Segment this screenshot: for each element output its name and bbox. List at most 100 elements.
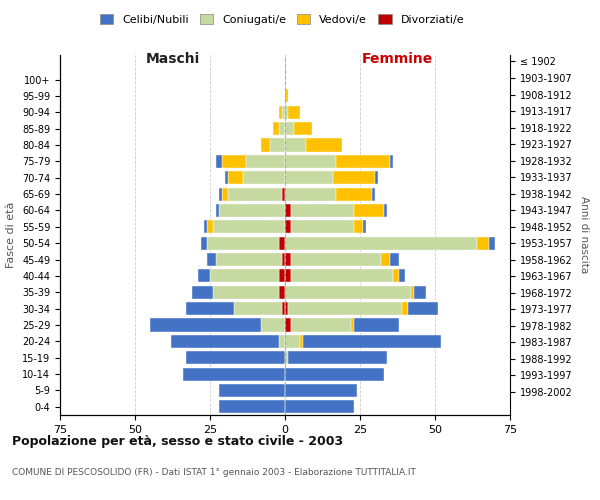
Text: Popolazione per età, sesso e stato civile - 2003: Popolazione per età, sesso e stato civil… bbox=[12, 435, 343, 448]
Bar bbox=[219, 204, 285, 217]
Bar bbox=[192, 286, 213, 299]
Bar bbox=[198, 270, 210, 282]
Bar bbox=[285, 253, 291, 266]
Bar bbox=[288, 302, 402, 315]
Bar bbox=[285, 351, 288, 364]
Bar bbox=[285, 106, 288, 119]
Bar bbox=[282, 188, 285, 200]
Bar bbox=[285, 204, 291, 217]
Bar bbox=[285, 138, 306, 151]
Bar bbox=[375, 171, 378, 184]
Bar bbox=[222, 155, 246, 168]
Bar bbox=[390, 155, 393, 168]
Bar bbox=[285, 318, 291, 332]
Bar bbox=[303, 335, 441, 348]
Bar bbox=[333, 171, 375, 184]
Bar bbox=[414, 286, 426, 299]
Bar bbox=[279, 106, 282, 119]
Bar bbox=[291, 270, 393, 282]
Bar bbox=[489, 236, 495, 250]
Bar bbox=[408, 302, 438, 315]
Text: Femmine: Femmine bbox=[362, 52, 433, 66]
Bar bbox=[282, 302, 285, 315]
Bar bbox=[288, 351, 387, 364]
Bar bbox=[282, 106, 285, 119]
Bar bbox=[285, 236, 477, 250]
Bar bbox=[207, 220, 213, 234]
Bar bbox=[285, 270, 291, 282]
Bar bbox=[285, 368, 384, 380]
Bar bbox=[291, 318, 351, 332]
Bar bbox=[279, 270, 285, 282]
Bar bbox=[270, 138, 285, 151]
Bar bbox=[291, 253, 381, 266]
Bar bbox=[228, 188, 282, 200]
Bar bbox=[291, 220, 354, 234]
Bar bbox=[477, 236, 489, 250]
Bar bbox=[399, 270, 405, 282]
Bar bbox=[219, 188, 222, 200]
Bar bbox=[285, 155, 336, 168]
Bar bbox=[171, 335, 279, 348]
Bar bbox=[228, 171, 243, 184]
Bar bbox=[201, 236, 207, 250]
Bar bbox=[285, 286, 411, 299]
Bar bbox=[285, 384, 357, 397]
Bar bbox=[213, 286, 279, 299]
Bar bbox=[261, 318, 285, 332]
Bar bbox=[384, 204, 387, 217]
Bar bbox=[291, 204, 354, 217]
Text: Maschi: Maschi bbox=[145, 52, 200, 66]
Bar bbox=[234, 302, 282, 315]
Bar bbox=[351, 318, 354, 332]
Bar bbox=[354, 220, 363, 234]
Bar bbox=[336, 188, 372, 200]
Bar bbox=[285, 171, 333, 184]
Bar bbox=[285, 400, 354, 413]
Bar bbox=[279, 122, 285, 135]
Bar bbox=[285, 220, 291, 234]
Bar bbox=[186, 351, 285, 364]
Bar bbox=[204, 220, 207, 234]
Bar bbox=[363, 220, 366, 234]
Bar bbox=[216, 155, 222, 168]
Legend: Celibi/Nubili, Coniugati/e, Vedovi/e, Divorziati/e: Celibi/Nubili, Coniugati/e, Vedovi/e, Di… bbox=[97, 10, 467, 28]
Bar bbox=[216, 204, 219, 217]
Bar bbox=[207, 236, 279, 250]
Bar bbox=[246, 155, 285, 168]
Bar bbox=[279, 236, 285, 250]
Bar bbox=[354, 204, 384, 217]
Bar bbox=[393, 270, 399, 282]
Bar bbox=[213, 220, 285, 234]
Bar bbox=[411, 286, 414, 299]
Text: COMUNE DI PESCOSOLIDO (FR) - Dati ISTAT 1° gennaio 2003 - Elaborazione TUTTITALI: COMUNE DI PESCOSOLIDO (FR) - Dati ISTAT … bbox=[12, 468, 416, 477]
Bar bbox=[402, 302, 408, 315]
Bar bbox=[285, 90, 288, 102]
Bar bbox=[219, 400, 285, 413]
Bar bbox=[261, 138, 270, 151]
Bar bbox=[219, 384, 285, 397]
Bar bbox=[294, 122, 312, 135]
Bar bbox=[306, 138, 342, 151]
Bar bbox=[282, 253, 285, 266]
Bar bbox=[216, 253, 282, 266]
Bar bbox=[300, 335, 303, 348]
Bar bbox=[279, 335, 285, 348]
Bar bbox=[279, 286, 285, 299]
Y-axis label: Anni di nascita: Anni di nascita bbox=[579, 196, 589, 274]
Bar bbox=[354, 318, 399, 332]
Bar bbox=[285, 122, 294, 135]
Bar bbox=[273, 122, 279, 135]
Bar bbox=[336, 155, 390, 168]
Bar bbox=[225, 171, 228, 184]
Bar bbox=[210, 270, 279, 282]
Bar bbox=[186, 302, 234, 315]
Bar bbox=[381, 253, 390, 266]
Bar bbox=[150, 318, 261, 332]
Bar bbox=[222, 188, 228, 200]
Bar bbox=[243, 171, 285, 184]
Bar bbox=[390, 253, 399, 266]
Bar bbox=[288, 106, 300, 119]
Bar bbox=[183, 368, 285, 380]
Bar bbox=[207, 253, 216, 266]
